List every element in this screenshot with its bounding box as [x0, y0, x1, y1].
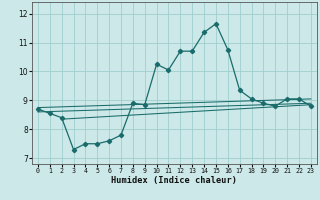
X-axis label: Humidex (Indice chaleur): Humidex (Indice chaleur)	[111, 176, 237, 185]
